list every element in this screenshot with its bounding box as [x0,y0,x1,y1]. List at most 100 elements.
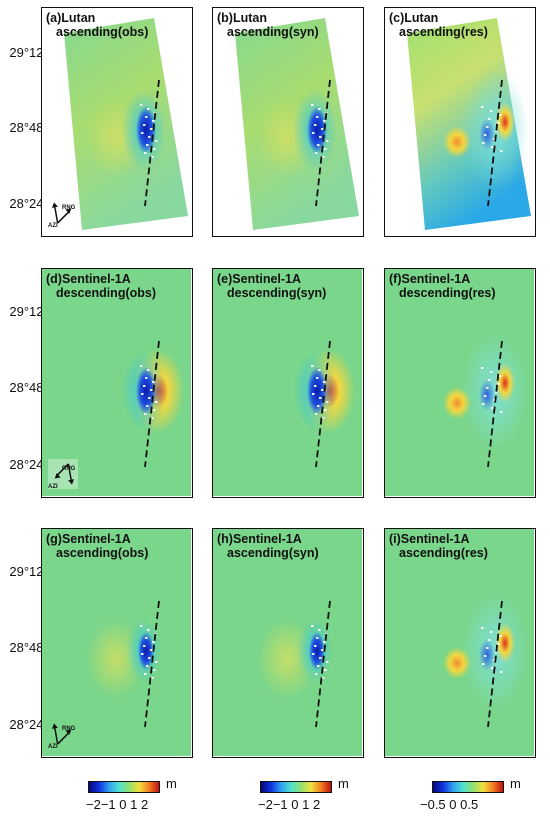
panel-g-speckle [140,625,143,627]
panel-d-subsidence-lobe [136,367,156,415]
colorbar-3 [432,781,504,793]
panel-b-speckle [321,128,324,130]
panel-i-speckle [482,663,485,665]
panel-e-speckle [323,381,326,383]
panel-b-title: (b)Lutan ascending(syn) [217,11,319,39]
panel-d-speckle [150,389,153,391]
panel-e-speckle [311,365,314,367]
panel-g-speckle [146,665,149,667]
panel-a-compass-rng-arrow [57,210,71,224]
panel-b-fault-trace [315,79,331,207]
panel-c-residual-core [479,118,495,150]
panel-d-speckle [153,409,156,411]
panel-i-speckle [486,647,489,649]
panel-f: (f)Sentinel-1A descending(res) [384,268,536,498]
panel-b-speckle [311,104,314,106]
y-label-r1-2: 28°48' [9,120,46,135]
y-label-r3-2: 28°48' [9,640,46,655]
panel-c-speckle [484,134,487,136]
panel-g-compass-icon: RNG AZI [48,719,78,749]
panel-f-residual-core [479,379,495,411]
panel-e-speckle [316,377,319,379]
panel-c-residual-west [443,126,471,158]
panel-h-speckle [326,661,329,663]
panel-g-speckle [148,657,151,659]
panel-g-speckle [141,653,144,655]
panel-i-speckle [484,655,487,657]
panel-e-speckle [312,393,315,395]
panel-h-speckle [324,669,327,671]
colorbar-1-unit: m [166,776,177,791]
panel-i-title: (i)Sentinel-1A ascending(res) [389,532,488,560]
panel-d-compass-rng-arrow [55,463,69,477]
panel-g-speckle [151,677,154,679]
panel-i-speckle [490,631,493,633]
panel-g-compass-azi-label: AZI [48,744,58,749]
panel-c-speckle [486,126,489,128]
panel-d-map [42,269,191,496]
panel-g-speckle [155,661,158,663]
panel-a-speckle [153,148,156,150]
panel-a-speckle [150,128,153,130]
panel-g-speckle [150,649,153,651]
panel-h-speckle [315,673,318,675]
panel-b-map [213,8,362,235]
panel-f-speckle [484,395,487,397]
panel-b-speckle [323,120,326,122]
y-label-r2-2: 28°48' [9,380,46,395]
panel-h-speckle [316,637,319,639]
panel-b-speckle [315,152,318,154]
panel-h-speckle [319,657,322,659]
colorbar-3-ticks: −0.5 0 0.5 [420,797,479,812]
panel-d-speckle [141,393,144,395]
panel-b-speckle [322,156,325,158]
panel-f-speckle [482,403,485,405]
panel-i-fault-trace [487,600,503,728]
panel-a-speckle [144,152,147,154]
panel-d-title: (d)Sentinel-1A descending(obs) [46,272,157,300]
panel-e-speckle [314,385,317,387]
panel-c-speckle [491,146,494,148]
panel-h-speckle [322,677,325,679]
panel-f-residual-east [495,363,515,403]
panel-a-speckle [143,124,146,126]
panel-e: (e)Sentinel-1A descending(syn) [212,268,364,498]
colorbar-1 [88,781,160,793]
panel-g-speckle [145,637,148,639]
panel-c-residual-east [495,102,515,142]
panel-c-speckle [488,118,491,120]
panel-i-residual-core [479,639,495,671]
panel-e-speckle [321,389,324,391]
panel-f-speckle [491,407,494,409]
panel-i-speckle [495,651,498,653]
panel-e-speckle [319,397,322,399]
panel-g-speckle [143,645,146,647]
panel-f-residual-west [443,387,471,419]
panel-f-speckle [488,379,491,381]
panel-i-speckle [499,635,502,637]
panel-c-speckle [500,150,503,152]
panel-e-speckle [315,413,318,415]
panel-i-speckle [481,627,484,629]
panel-f-speckle [493,399,496,401]
panel-h-speckle [318,629,321,631]
panel-d-speckle [148,397,151,399]
panel-d: (d)Sentinel-1A descending(obs) RNG AZI [41,268,193,498]
panel-b-speckle [326,140,329,142]
panel-c-fault-trace [487,79,503,207]
panel-g-compass-rng-arrow [57,731,71,745]
panel-i-speckle [493,659,496,661]
y-label-r3-1: 29°12' [9,564,46,579]
y-label-r2-3: 28°24' [9,457,46,472]
panel-f-speckle [500,411,503,413]
panel-d-speckle [140,365,143,367]
y-label-r3-3: 28°24' [9,717,46,732]
panel-f-speckle [495,391,498,393]
panel-a-speckle [152,120,155,122]
panel-c-speckle [482,142,485,144]
panel-h-subsidence-lobe [309,631,325,671]
panel-g-speckle [153,669,156,671]
y-label-r2-1: 29°12' [9,304,46,319]
panel-g-speckle [147,629,150,631]
panel-g-map [42,529,191,756]
